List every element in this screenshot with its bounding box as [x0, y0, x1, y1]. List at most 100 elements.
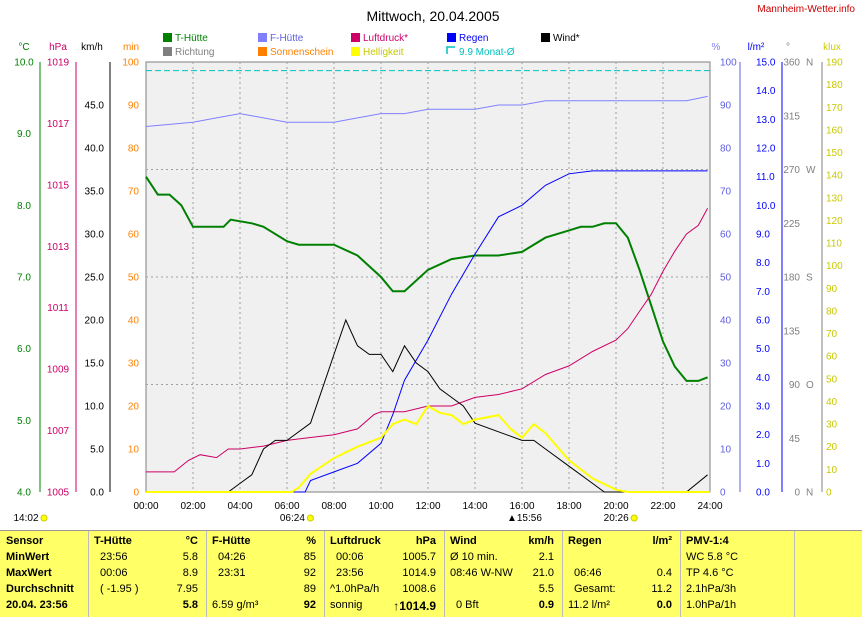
unit-humidity: % — [712, 42, 721, 53]
wind-avg-label: Ø 10 min. — [450, 551, 498, 563]
humidity-axis-tick-6: 60 — [720, 230, 732, 241]
t-avg-note: ( -1.95 ) — [100, 583, 139, 595]
series-line-5 — [146, 404, 710, 493]
wind-axis-tick-8: 40.0 — [85, 144, 105, 155]
p-trend: ^1.0hPa/h — [330, 583, 380, 595]
pressure-axis-tick-2: 1009 — [47, 365, 70, 376]
wind-mean-value: 5.5 — [538, 583, 554, 595]
wind-axis-tick-4: 20.0 — [85, 316, 105, 327]
unit-pressure: hPa — [49, 42, 67, 53]
sun-axis-tick-2: 20 — [128, 402, 140, 413]
time-axis-tick-10: 20:00 — [603, 501, 628, 512]
wind-avg-value: 2.1 — [538, 551, 554, 563]
p-max-time: 23:56 — [336, 567, 364, 579]
rain-axis-tick-0: 0.0 — [756, 488, 770, 499]
sunrise-icon — [306, 514, 314, 522]
weather-chart: Mittwoch, 20.04.2005 Mannheim-Wetter.inf… — [13, 4, 855, 525]
humidity-axis-tick-2: 20 — [720, 402, 732, 413]
light-axis-tick-4: 40 — [826, 397, 838, 408]
series-line-3 — [146, 170, 708, 493]
label-avg: Durchschnitt — [6, 583, 74, 595]
direction-axis-tick-0: 0 — [794, 488, 800, 499]
luftdruck-unit: hPa — [415, 535, 436, 547]
p-max-value: 1014.9 — [402, 567, 436, 579]
legend-label-0: T-Hütte — [175, 33, 208, 44]
rain-axis-tick-7: 7.0 — [756, 287, 770, 298]
rain-axis-tick-11: 11.0 — [756, 172, 775, 183]
rain-axis-tick-10: 10.0 — [756, 201, 776, 212]
p-min-time: 00:06 — [336, 551, 364, 563]
humidity-axis-tick-9: 90 — [720, 101, 732, 112]
legend-swatch-4 — [541, 33, 550, 42]
light-axis-tick-6: 60 — [826, 352, 838, 363]
light-axis-tick-1: 10 — [826, 465, 838, 476]
wind-axis-tick-5: 25.0 — [85, 273, 105, 284]
time-axis-tick-2: 04:00 — [227, 501, 252, 512]
temp-axis-tick-6: 10.0 — [14, 58, 34, 69]
light-axis-tick-0: 0 — [826, 488, 832, 499]
chart-title: Mittwoch, 20.04.2005 — [366, 8, 499, 24]
humidity-axis-tick-5: 50 — [720, 273, 732, 284]
time-axis-tick-4: 08:00 — [321, 501, 346, 512]
t-min-value: 5.8 — [182, 551, 198, 563]
legend-label-4: Wind* — [553, 33, 580, 44]
t-huette-column: T-Hütte °C 23:56 5.8 00:06 8.9 ( -1.95 ) 7.9… — [94, 531, 202, 617]
light-axis-tick-14: 140 — [826, 171, 843, 182]
f-max-time: 23:31 — [218, 567, 246, 579]
direction-axis-tick-1: 45 — [789, 434, 801, 445]
wind-bft: 0 Bft — [456, 599, 479, 611]
t-current-value: 5.8 — [182, 599, 198, 611]
legend-label-2: Luftdruck* — [363, 33, 408, 44]
light-axis-tick-17: 170 — [826, 103, 843, 114]
sun-axis-tick-7: 70 — [128, 187, 140, 198]
legend-label-7: Helligkeit — [363, 47, 404, 58]
wind-axis-tick-2: 10.0 — [85, 402, 105, 413]
compass-axis-tick-2: O — [806, 380, 814, 391]
unit-wind: km/h — [81, 42, 103, 53]
temp-axis-tick-1: 5.0 — [17, 416, 31, 427]
p-avg-value: 1008.6 — [402, 583, 436, 595]
summary-table: Sensor MinWert MaxWert Durchschnitt 20.0… — [0, 530, 862, 617]
unit-temp: °C — [18, 42, 29, 53]
legend-swatch-2 — [351, 33, 360, 42]
sun-axis-tick-9: 90 — [128, 101, 140, 112]
f-avg-value: 89 — [303, 583, 316, 595]
regen-column: Regen l/m² 06:46 0.4 Gesamt: 11.2 11.2 l/m²… — [568, 531, 676, 617]
t-max-time: 00:06 — [100, 567, 128, 579]
legend-swatch-0 — [163, 33, 172, 42]
chart-axes: 4.0 5.0 6.0 7.0 8.0 9.0 10.0 1005 1007 1009 1011 10… — [13, 58, 843, 525]
wind-axis-tick-3: 15.0 — [85, 359, 105, 370]
rain-total-value: 11.2 — [651, 583, 672, 595]
p-min-value: 1005.7 — [402, 551, 436, 563]
time-axis-tick-1: 02:00 — [180, 501, 205, 512]
f-min-value: 85 — [303, 551, 316, 563]
pressure-axis-tick-1: 1007 — [47, 426, 70, 437]
series-line-0 — [145, 176, 708, 382]
direction-axis-tick-8: 360 — [783, 58, 800, 69]
legend-swatch-3 — [447, 33, 456, 42]
light-axis-tick-19: 190 — [826, 58, 843, 69]
row-label-column: Sensor MinWert MaxWert Durchschnitt 20.0… — [6, 531, 90, 617]
f-abs-humidity: 6.59 g/m³ — [212, 599, 259, 611]
f-current-value: 92 — [303, 599, 316, 611]
t-max-value: 8.9 — [182, 567, 198, 579]
pressure-axis-tick-4: 1013 — [47, 242, 70, 253]
time-axis-tick-5: 10:00 — [368, 501, 393, 512]
legend-label-5: Richtung — [175, 47, 214, 58]
f-huette-header: F-Hütte — [212, 535, 251, 547]
f-min-time: 04:26 — [218, 551, 246, 563]
rain-axis-tick-13: 13.0 — [756, 115, 776, 126]
regen-unit: l/m² — [652, 535, 672, 547]
pmv-dewpoint: TP 4.6 °C — [686, 567, 734, 579]
max-temp-label: 14:02 — [13, 513, 38, 524]
sun-axis-tick-0: 0 — [133, 488, 139, 499]
legend-swatch-6 — [258, 47, 267, 56]
max-temp-icon — [40, 514, 48, 522]
humidity-axis-tick-1: 10 — [720, 445, 732, 456]
humidity-axis-tick-0: 0 — [720, 488, 726, 499]
compass-axis-tick-4: S — [806, 273, 813, 284]
series-line-2 — [146, 207, 709, 473]
wind-unit: km/h — [528, 535, 554, 547]
humidity-axis-tick-7: 70 — [720, 187, 732, 198]
time-axis-tick-9: 18:00 — [556, 501, 581, 512]
